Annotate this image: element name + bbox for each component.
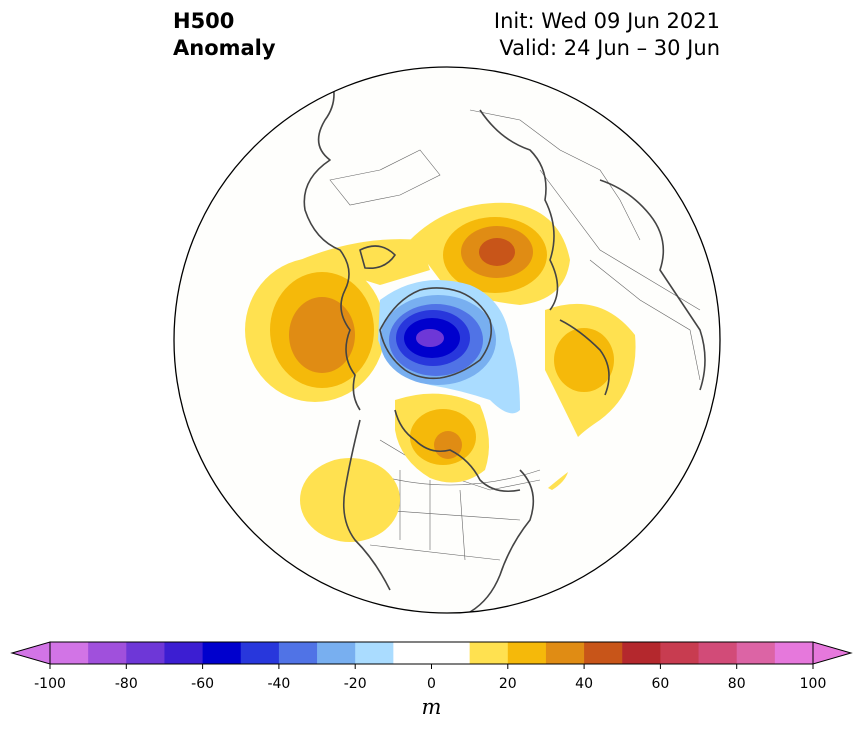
positive-anomaly-north-pacific [545,303,636,437]
colorbar-segment [88,642,127,664]
colorbar-tick-label: -20 [344,676,367,692]
colorbar-segment [393,642,432,664]
colorbar-extend-low [10,641,51,665]
colorbar-unit-label: m [421,695,442,719]
colorbar-segment [431,642,471,664]
map-title-dates: Init: Wed 09 Jun 2021 Valid: 24 Jun – 30… [494,8,720,62]
colorbar-tick-label: 100 [800,676,827,692]
colorbar-extend-high [812,641,853,665]
colorbar-tick-label: 0 [427,676,436,692]
colorbar-tick-label: -80 [115,676,138,692]
colorbar-segment [622,642,661,664]
colorbar-segment [317,642,356,664]
negative-anomaly-arctic [378,280,520,414]
colorbar-tick-label: -40 [267,676,290,692]
colorbar-segment [584,642,623,664]
colorbar-segments [10,641,853,665]
colorbar-segment [736,642,776,664]
title-variable-line1: H500 [173,9,235,33]
colorbar-segment [240,642,280,664]
positive-anomaly-western-us [300,458,400,542]
colorbar-segment [507,642,547,664]
map-title-variable: H500 Anomaly [173,8,276,62]
title-init-date: Init: Wed 09 Jun 2021 [493,9,720,33]
colorbar-tick-label: -60 [191,676,214,692]
colorbar-ticks: -100 -80 -60 -40 -20 0 20 40 60 80 100 [34,664,826,692]
coastlines [303,74,706,613]
colorbar: -100 -80 -60 -40 -20 0 20 40 60 80 100 [10,641,853,692]
colorbar-tick-label: 40 [575,676,593,692]
title-valid-range: Valid: 24 Jun – 30 Jun [499,36,720,60]
colorbar-tick-label: 20 [499,676,517,692]
positive-anomaly-western-russia [410,202,570,305]
map-boundary-circle [173,66,721,614]
colorbar-tick-label: 80 [728,676,746,692]
colorbar-segment [164,642,204,664]
title-variable-line2: Anomaly [173,36,276,60]
colorbar-segment [774,642,814,664]
colorbar-segment [698,642,738,664]
colorbar-segment [278,642,318,664]
colorbar-segment [660,642,700,664]
colorbar-segment [50,642,89,664]
colorbar-segment [545,642,585,664]
colorbar-segment [202,642,242,664]
polar-map [173,66,721,614]
colorbar-tick-label: 60 [651,676,669,692]
colorbar-tick-label: -100 [34,676,66,692]
colorbar-segment [355,642,394,664]
colorbar-segment [126,642,165,664]
colorbar-segment [469,642,509,664]
small-positive-spot [548,472,568,490]
